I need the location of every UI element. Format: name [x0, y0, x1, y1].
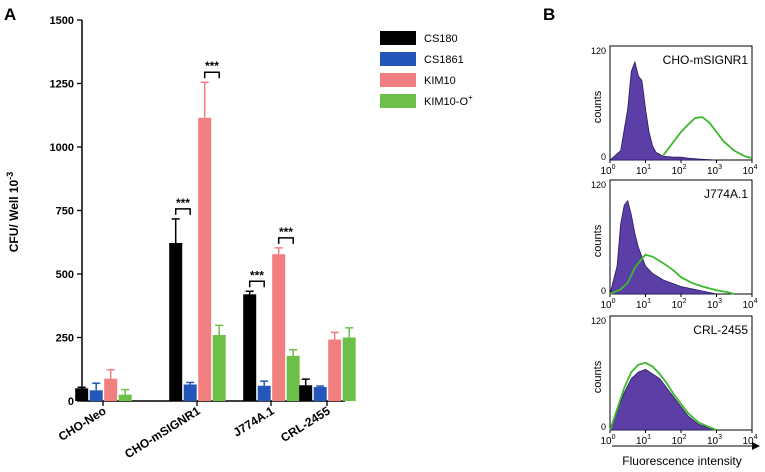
panel-a-bars: *** *** *** *** [75, 59, 356, 401]
y-axis-label: counts [592, 360, 604, 393]
line-histogram [662, 116, 753, 160]
legend-label: CS1861 [424, 54, 464, 66]
legend: CS180 CS1861 KIM10 KIM10-O+ [380, 31, 473, 108]
y-tick-label: 250 [56, 333, 74, 345]
panel-a: A 0 250 500 750 1000 1250 1500 CHO-Neo CHO-mSIGN… [4, 5, 473, 461]
histogram-panel: CRL-2455 0 120 counts 100 101 102 103 104 [591, 315, 758, 447]
x-tick-label: CHO-Neo [56, 404, 109, 444]
x-tick-label: CHO-mSIGNR1 [122, 404, 203, 462]
y-tick-label: 1250 [50, 79, 74, 91]
bar [104, 378, 118, 401]
y-tick-label: 120 [591, 180, 606, 190]
bar [257, 385, 271, 401]
y-axis-label: counts [592, 224, 604, 257]
bar [272, 254, 286, 401]
x-axis-arrowhead [752, 442, 760, 450]
y-axis-label: CFU/ Well 10-3 [5, 172, 21, 253]
significance-label: *** [205, 59, 219, 73]
histogram-panel: J774A.1 0 120 counts 100 101 102 103 104 [591, 179, 758, 311]
bar [313, 387, 327, 401]
y-tick-label: 1500 [50, 15, 74, 27]
x-tick-label: J774A.1 [231, 404, 277, 440]
bar [89, 390, 103, 401]
bar [169, 243, 183, 401]
x-tick-label: 103 [707, 298, 722, 311]
histogram-title: CRL-2455 [693, 323, 748, 337]
histogram-panel: CHO-mSIGNR1 0 120 counts 100 101 102 103 104 [591, 45, 758, 177]
line-histogram [609, 253, 735, 295]
y-tick-label: 1000 [50, 142, 74, 154]
legend-label: KIM10-O+ [424, 93, 473, 108]
x-tick-label: 102 [671, 164, 686, 177]
bar [212, 334, 226, 401]
filled-histogram [609, 199, 717, 295]
y-tick-label: 0 [68, 396, 74, 408]
y-tick-label: 0 [601, 286, 606, 296]
bar [118, 394, 132, 401]
legend-swatch [380, 52, 416, 66]
y-tick-label: 120 [591, 316, 606, 326]
x-tick-label: 104 [742, 434, 757, 447]
filled-histogram [609, 368, 717, 431]
bar [342, 337, 356, 401]
legend-label: KIM10 [424, 75, 456, 87]
x-tick-label: 101 [636, 164, 651, 177]
x-tick-label: 100 [600, 434, 615, 447]
x-tick-label: 104 [742, 164, 757, 177]
panel-b-label: B [543, 5, 555, 24]
bar [243, 294, 257, 401]
x-tick-label: 102 [671, 434, 686, 447]
histogram-title: CHO-mSIGNR1 [663, 53, 749, 67]
x-tick-label: 101 [636, 434, 651, 447]
fluorescence-axis-label: Fluorescence intensity [622, 454, 741, 468]
x-tick-label: 100 [600, 164, 615, 177]
x-tick-label: 101 [636, 298, 651, 311]
x-tick-label: 102 [671, 298, 686, 311]
bar [328, 339, 342, 401]
x-tick-label: 104 [742, 298, 757, 311]
line-histogram [609, 361, 717, 431]
significance-bracket [203, 71, 220, 79]
histogram-title: J774A.1 [704, 187, 748, 201]
bar [286, 355, 300, 401]
y-tick-label: 120 [591, 46, 606, 56]
x-tick-label: 103 [707, 164, 722, 177]
bar [299, 385, 313, 401]
y-axis-label: counts [592, 90, 604, 123]
panel-a-label: A [4, 5, 16, 24]
legend-swatch [380, 73, 416, 87]
bar [75, 388, 89, 401]
significance-label: *** [279, 225, 293, 239]
bar [198, 117, 212, 401]
x-tick-label: CRL-2455 [278, 404, 333, 445]
significance-bracket [248, 280, 265, 288]
y-tick-label: 750 [56, 206, 74, 218]
legend-label: CS180 [424, 33, 458, 45]
significance-bracket [277, 237, 294, 244]
significance-bracket [174, 208, 191, 215]
y-tick-label: 0 [601, 152, 606, 162]
y-tick-label: 500 [56, 269, 74, 281]
legend-swatch [380, 94, 416, 108]
significance-label: *** [176, 196, 190, 210]
significance-label: *** [250, 268, 264, 282]
bar [183, 384, 197, 401]
filled-histogram [608, 60, 717, 161]
x-tick-label: 103 [707, 434, 722, 447]
legend-swatch [380, 31, 416, 45]
y-tick-label: 0 [601, 422, 606, 432]
x-tick-label: 100 [600, 298, 615, 311]
